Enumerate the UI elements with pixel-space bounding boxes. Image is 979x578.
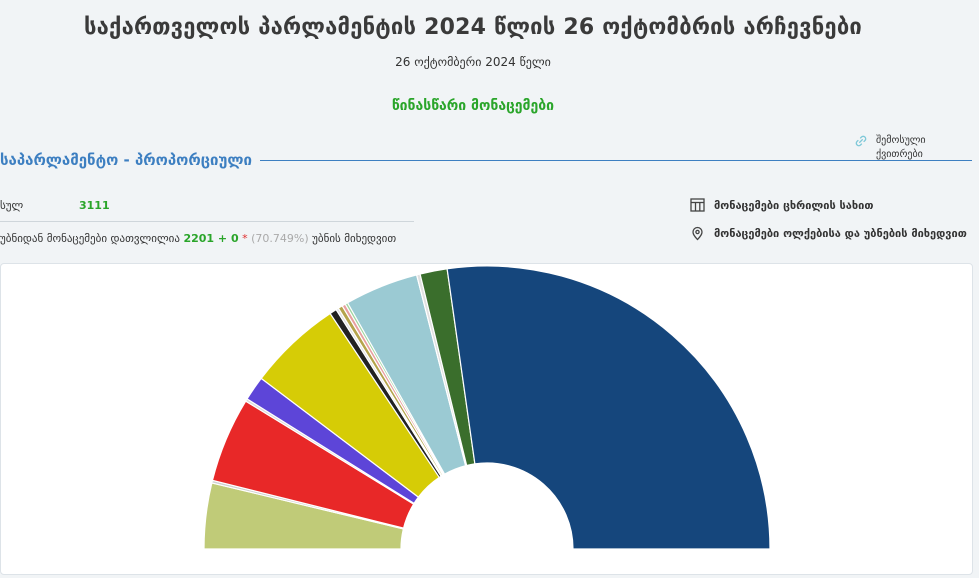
section-divider — [260, 160, 972, 161]
by-precinct-label: უბნის მიხედვით — [312, 232, 397, 245]
table-view-label: მონაცემები ცხრილის სახით — [714, 199, 874, 212]
counted-value: 2201 + 0 — [183, 232, 239, 245]
chart-slice-14[interactable] — [446, 265, 771, 550]
counted-row: უბნიდან მონაცემები დათვლილია 2201 + 0 * … — [0, 232, 396, 245]
table-icon — [690, 198, 705, 212]
counted-label: უბნიდან მონაცემები დათვლილია — [0, 232, 180, 245]
election-date: 26 ოქტომბერი 2024 წელი — [395, 55, 551, 69]
total-label: სულ — [0, 199, 24, 212]
counted-percent: (70.749%) — [251, 232, 309, 245]
total-value: 3111 — [79, 199, 110, 212]
map-view-label: მონაცემები ოლქებისა და უბნების მიხედვით — [714, 227, 967, 240]
stats-divider — [0, 221, 414, 222]
page-title: საქართველოს პარლამენტის 2024 წლის 26 ოქტ… — [83, 15, 863, 40]
section-title: საპარლამენტო - პროპორციული — [0, 151, 258, 169]
chart-card — [0, 263, 973, 575]
total-row: სულ 3111 — [0, 199, 110, 212]
asterisk: * — [242, 232, 248, 245]
link-icon[interactable] — [854, 134, 868, 148]
preliminary-status: წინასწარი მონაცემები — [391, 98, 555, 114]
received-receipts-link[interactable]: შემოსული ქვითრები — [876, 135, 926, 160]
seat-distribution-chart — [203, 265, 771, 550]
map-pin-icon — [692, 226, 703, 241]
